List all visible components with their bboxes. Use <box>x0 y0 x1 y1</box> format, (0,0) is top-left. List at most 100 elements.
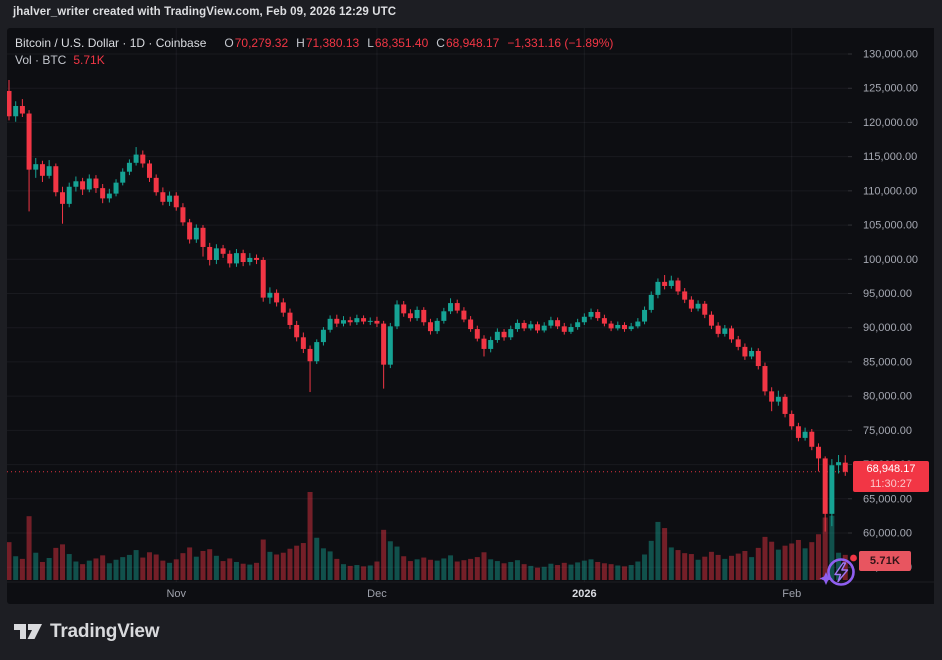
candle <box>595 311 601 319</box>
y-axis-label[interactable]: 95,000.00 <box>863 288 912 300</box>
candle <box>173 195 179 208</box>
candle <box>341 320 346 324</box>
candle <box>361 318 367 322</box>
x-axis-label[interactable]: Nov <box>166 588 186 600</box>
y-axis-label[interactable]: 60,000.00 <box>863 528 912 540</box>
y-axis-label[interactable]: 100,000.00 <box>863 254 918 266</box>
candle <box>294 324 300 338</box>
candle <box>307 348 313 362</box>
volume-bar <box>254 562 260 580</box>
volume-bar <box>173 559 179 580</box>
volume-bar <box>648 540 654 580</box>
volume-bar <box>842 554 848 580</box>
last-price-value: 68,948.17 <box>866 463 916 475</box>
candle <box>722 328 728 334</box>
volume-bar <box>561 562 567 580</box>
y-axis-label[interactable]: 130,000.00 <box>863 49 918 61</box>
volume-bar <box>267 551 273 580</box>
change-value: −1,331.16 (−1.89%) <box>507 36 614 50</box>
candle <box>675 280 681 292</box>
candle <box>327 318 333 330</box>
tradingview-logo-icon <box>14 623 42 639</box>
candle <box>133 154 139 163</box>
y-axis-label[interactable]: 125,000.00 <box>863 83 918 95</box>
volume-bar <box>488 559 494 580</box>
volume-bar <box>387 541 393 580</box>
volume-bar <box>441 558 447 580</box>
candle <box>53 166 59 193</box>
volume-bar <box>601 563 607 580</box>
volume-bar <box>207 549 213 580</box>
volume-bar <box>642 554 648 580</box>
volume-bar <box>481 552 487 580</box>
candle <box>588 311 594 317</box>
volume-axis-badge: 5.71K <box>859 551 911 571</box>
volume-bar <box>126 554 132 580</box>
volume-bar <box>822 517 828 580</box>
candle <box>662 281 668 286</box>
candle <box>842 462 848 472</box>
candle <box>280 302 286 313</box>
volume-bar <box>367 565 373 580</box>
candle <box>682 291 688 300</box>
volume-bar <box>494 561 500 580</box>
y-axis-labels: 55,000.0060,000.0065,000.0070,000.0075,0… <box>863 49 918 574</box>
boost-lightning-icon[interactable] <box>813 543 873 603</box>
volume-value: 5.71K <box>73 53 105 67</box>
x-axis-label[interactable]: Dec <box>367 588 387 600</box>
y-axis-label[interactable]: 105,000.00 <box>863 220 918 232</box>
candle <box>514 322 520 330</box>
candle <box>354 318 360 323</box>
candle <box>39 164 45 176</box>
candle <box>347 320 353 323</box>
volume-bar <box>575 562 581 580</box>
x-axis-label[interactable]: Feb <box>782 588 801 600</box>
volume-bar <box>675 550 681 580</box>
volume-bar <box>414 559 420 580</box>
last-price-axis-badge: 68,948.17 11:30:27 <box>853 461 929 492</box>
candle <box>427 322 433 332</box>
candle <box>528 324 534 329</box>
tradingview-brand-link[interactable]: TradingView <box>13 621 160 643</box>
candle <box>187 222 193 240</box>
volume-bar <box>608 564 614 580</box>
price-chart-canvas[interactable]: 55,000.0060,000.0065,000.0070,000.0075,0… <box>7 28 934 604</box>
volume-bar <box>628 565 634 580</box>
candle <box>481 338 487 349</box>
candle <box>541 325 547 331</box>
candle <box>715 325 721 334</box>
x-axis-label[interactable]: 2026 <box>572 588 596 600</box>
candle <box>167 195 173 202</box>
candle <box>735 339 741 347</box>
candle <box>46 166 52 176</box>
candle <box>648 294 654 310</box>
candle <box>494 331 500 341</box>
legend-symbol-row[interactable]: Bitcoin / U.S. Dollar · 1D · Coinbase O … <box>15 35 613 52</box>
volume-bar <box>233 561 239 580</box>
volume-bar <box>448 555 454 580</box>
y-axis-label[interactable]: 120,000.00 <box>863 117 918 129</box>
legend-volume-row[interactable]: Vol · BTC 5.71K <box>15 52 613 69</box>
y-axis-label[interactable]: 110,000.00 <box>863 185 917 197</box>
candle <box>193 227 199 240</box>
candle <box>33 164 39 170</box>
y-axis-label[interactable]: 75,000.00 <box>863 425 912 437</box>
y-axis-label[interactable]: 65,000.00 <box>863 493 912 505</box>
candle <box>387 326 393 365</box>
volume-bar <box>180 553 186 580</box>
candle <box>789 413 795 427</box>
y-axis-label[interactable]: 115,000.00 <box>863 151 917 163</box>
volume-bar <box>354 565 360 580</box>
y-axis-label[interactable]: 90,000.00 <box>863 322 912 334</box>
y-axis-label[interactable]: 85,000.00 <box>863 356 912 368</box>
y-axis-label[interactable]: 80,000.00 <box>863 391 912 403</box>
volume-bar <box>749 557 755 580</box>
candle <box>568 327 574 332</box>
candle <box>441 311 447 321</box>
candle <box>233 253 239 264</box>
candle <box>521 322 527 329</box>
volume-bar <box>635 561 641 580</box>
candle <box>708 314 714 326</box>
candle <box>421 309 427 323</box>
volume-bar <box>53 547 59 580</box>
